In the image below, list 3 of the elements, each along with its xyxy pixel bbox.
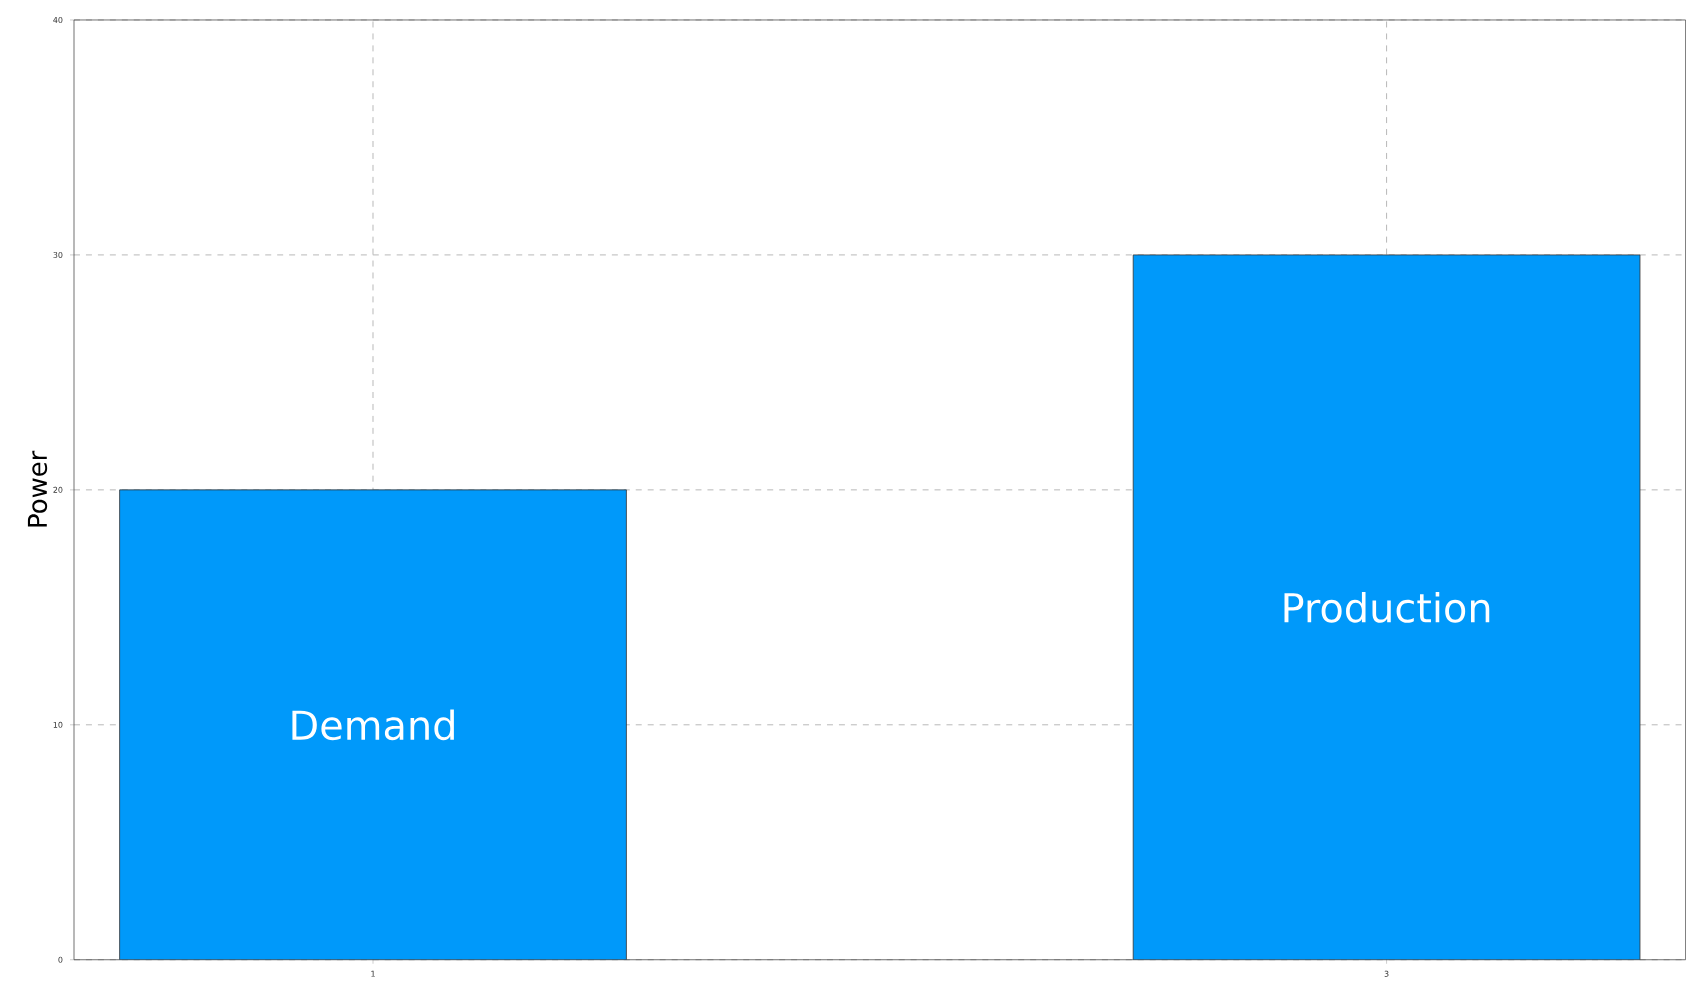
y-axis-title: Power xyxy=(27,450,48,527)
annotation: Production xyxy=(1284,592,1490,624)
annotation: Demand xyxy=(292,709,454,741)
